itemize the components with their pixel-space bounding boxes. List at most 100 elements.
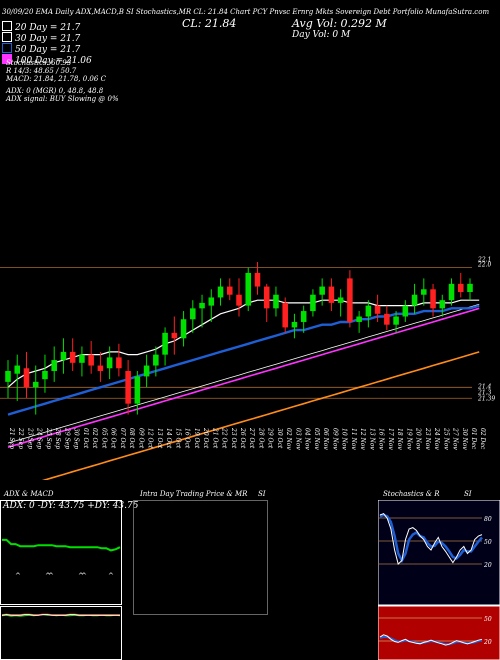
candle-body	[273, 294, 279, 309]
candle-body	[217, 286, 224, 298]
ema200-line	[41, 351, 480, 480]
date-label: 28 Sep	[54, 427, 61, 449]
legend-item: 100 Day = 21.06	[2, 48, 92, 66]
arrow-marker: ^	[15, 572, 21, 580]
stoch-upper-panel	[378, 500, 500, 606]
date-label: 24 Nov	[433, 427, 440, 450]
stoch-level-label: 50	[484, 539, 492, 546]
date-label: 17 Nov	[387, 428, 394, 450]
date-label: 14 Oct	[165, 428, 172, 449]
intraday-si-label: SI	[258, 490, 266, 498]
arrow-marker: ^	[81, 572, 87, 580]
date-label: 02 Dec	[479, 428, 486, 450]
arrow-marker: ^	[48, 572, 54, 580]
candle-body	[190, 308, 196, 320]
candle-body	[439, 300, 446, 309]
date-label: 02 Oct	[91, 428, 98, 449]
date-label: 26 Oct	[239, 427, 246, 449]
date-label: 13 Oct	[156, 428, 163, 449]
legend-item: 20 Day = 21.7	[2, 15, 80, 33]
macd-panel	[0, 606, 122, 660]
candle-body	[125, 370, 131, 404]
candle-body	[245, 272, 252, 306]
ema50-line	[7, 304, 480, 416]
ema20-line	[7, 299, 480, 388]
date-label: 23 Sep	[26, 427, 33, 449]
date-label: 23 Nov	[424, 427, 431, 450]
price-axis-label: 22.0	[477, 262, 492, 269]
date-label: 25 Sep	[45, 427, 52, 449]
adx-label: ADX: 0 -DY: 43.75 +DY: 43.75	[3, 501, 139, 511]
candle-body	[79, 354, 85, 363]
legend-item: 50 Day = 21.7	[2, 37, 80, 55]
candle-body	[180, 319, 187, 339]
stochastics-title: Stochastics & R	[383, 490, 440, 498]
date-label: 27 Oct	[248, 427, 255, 449]
date-label: 25 Nov	[442, 427, 449, 450]
r-level-label: 50	[484, 616, 492, 623]
date-label: 02 Nov	[285, 428, 292, 450]
date-label: 30 Sep	[73, 428, 80, 449]
date-label: 05 Nov	[313, 428, 320, 450]
candle-body	[23, 368, 30, 388]
candle-body	[106, 357, 113, 369]
legend-label: 20 Day = 21.7	[15, 23, 81, 33]
legend-swatch	[2, 42, 12, 53]
date-label: 06 Oct	[110, 428, 117, 449]
candle-body	[97, 365, 104, 371]
legend-swatch	[2, 31, 12, 42]
intraday-title: Intra Day Trading Price & MR	[140, 490, 248, 498]
date-label: 30 Oct	[276, 428, 283, 449]
candle-body	[319, 286, 325, 295]
candle-body	[162, 332, 168, 355]
stat-line: MACD: 21.84, 21.78, 0.06 C	[6, 75, 106, 83]
candle-body	[328, 286, 335, 303]
candle-body	[143, 365, 150, 377]
stochastics-chart: 80 50 20 50 20	[378, 500, 500, 660]
date-label: 30 Nov	[461, 428, 468, 450]
candle-body	[236, 294, 242, 306]
candle-body	[199, 302, 205, 309]
macd-line	[1, 614, 120, 616]
candle-body	[384, 313, 390, 325]
avg-volume: Avg Vol: 0.292 M	[292, 17, 387, 30]
date-label: 01 Dec	[470, 428, 477, 450]
candle-body	[411, 294, 418, 306]
date-label: 12 Nov	[359, 428, 366, 450]
date-label: 29 Sep	[63, 427, 70, 449]
candle-body	[51, 360, 57, 371]
price-axis-label: 22.1	[477, 257, 491, 264]
date-label: 10 Nov	[341, 428, 348, 450]
candle-body	[5, 370, 11, 382]
legend-label: 100 Day = 21.06	[15, 56, 92, 66]
arrow-marker: ^	[108, 572, 114, 580]
candle-body	[153, 354, 159, 366]
candle-body	[310, 294, 316, 312]
date-label: 07 Oct	[119, 428, 126, 449]
candle-body	[254, 272, 261, 287]
date-label: 01 Oct	[82, 428, 89, 449]
date-label: 09 Nov	[331, 428, 338, 450]
candle-body	[393, 316, 399, 325]
candle-body	[69, 351, 76, 363]
stochastics-si-label: SI	[464, 490, 472, 498]
date-label: 06 Nov	[322, 428, 329, 450]
stoch-lower-panel	[378, 605, 500, 660]
date-label: 12 Oct	[147, 428, 154, 449]
candle-body	[347, 278, 353, 322]
arrow-marker: ^	[45, 572, 51, 580]
date-label: 29 Oct	[267, 427, 274, 449]
r-level-label: 20	[483, 639, 492, 646]
date-label: 04 Nov	[304, 428, 311, 450]
date-label: 16 Nov	[378, 428, 385, 450]
date-label: 09 Oct	[137, 428, 144, 449]
date-label: 13 Nov	[368, 428, 375, 450]
stoch-level-label: 20	[483, 562, 492, 569]
day-volume: Day Vol: 0 M	[292, 30, 351, 40]
date-label: 19 Nov	[405, 428, 412, 450]
candle-body	[88, 354, 94, 366]
legend-label: 30 Day = 21.7	[15, 34, 81, 44]
stat-line: ADX signal: BUY Slowing @ 0%	[6, 95, 119, 103]
date-label: 22 Oct	[221, 427, 228, 449]
candle-body	[421, 289, 427, 295]
